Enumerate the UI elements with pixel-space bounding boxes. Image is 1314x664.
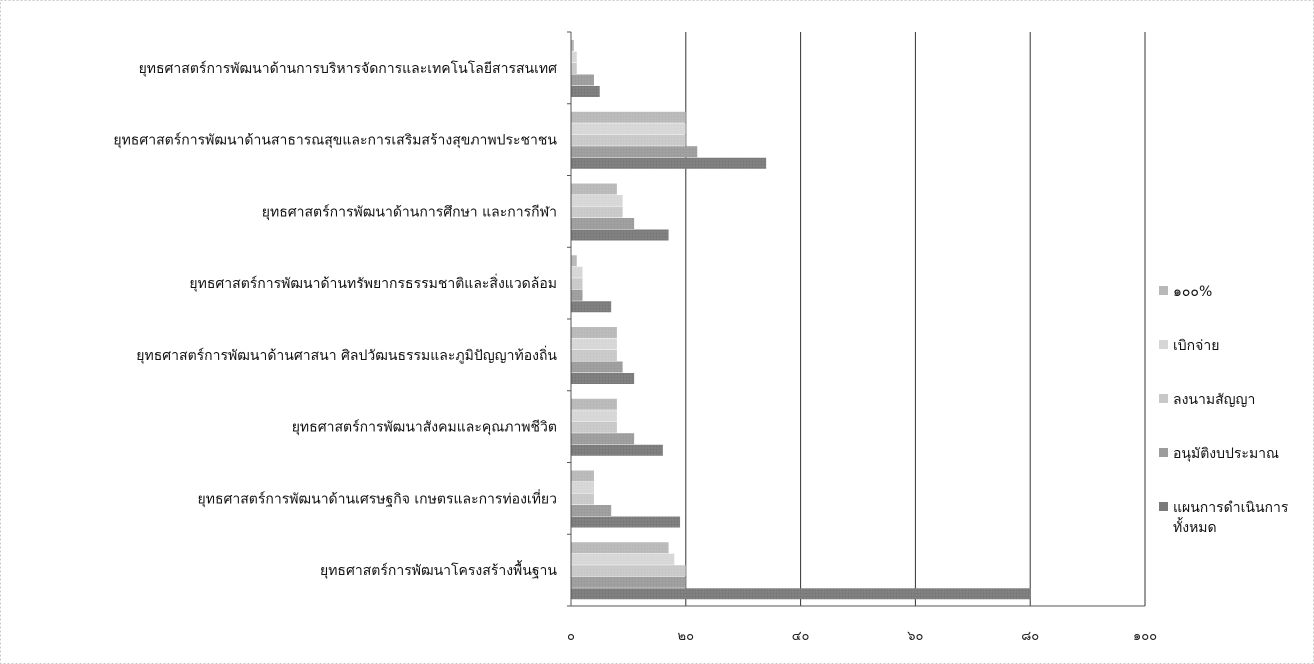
bar-texture <box>571 134 686 146</box>
legend-swatch <box>1159 340 1168 349</box>
category-label: ยุทธศาสตร์การพัฒนาสังคมและคุณภาพชีวิต <box>292 419 557 436</box>
bar-texture <box>571 576 686 588</box>
x-tick-label: ๖๐ <box>907 629 923 644</box>
bar-texture <box>571 361 623 373</box>
legend-label: เบิกจ่าย <box>1173 338 1219 354</box>
bar-texture <box>571 327 617 338</box>
bar-texture <box>571 74 594 86</box>
x-tick-label: ๘๐ <box>1021 629 1039 644</box>
x-tick-label: ๑๐๐ <box>1133 629 1157 644</box>
bar-texture <box>571 398 617 410</box>
x-axis-ticks: ๐ ๒๐ ๔๐ ๖๐ ๘๐ ๑๐๐ <box>567 629 1157 644</box>
bar-texture <box>571 183 617 195</box>
bar-texture <box>571 301 612 313</box>
x-tick-label: ๐ <box>567 629 575 644</box>
bar-texture <box>571 350 617 361</box>
bar-texture <box>571 289 583 301</box>
bar-texture <box>571 565 686 577</box>
category-labels: ยุทธศาสตร์การพัฒนาด้านการบริหารจัดการและ… <box>113 60 557 579</box>
bar-texture <box>571 206 623 218</box>
category-label: ยุทธศาสตร์การพัฒนาด้านศาสนา ศิลปวัฒนธรรม… <box>136 346 557 364</box>
bar-texture <box>571 493 594 505</box>
bar-texture <box>571 470 594 482</box>
legend-swatch <box>1159 502 1168 511</box>
bar-texture <box>571 40 574 51</box>
bar-texture <box>571 86 600 97</box>
bar-texture <box>571 278 583 290</box>
bar-texture <box>571 157 767 169</box>
bar-texture <box>571 553 675 565</box>
bar-texture <box>571 146 698 158</box>
category-label: ยุทธศาสตร์การพัฒนาด้านเศรษฐกิจ เกษตรและก… <box>198 489 557 507</box>
legend-label-line2: ทั้งหมด <box>1173 517 1217 536</box>
bar-texture <box>571 51 577 63</box>
bar-texture <box>571 255 577 267</box>
x-tick-label: ๔๐ <box>792 629 810 644</box>
legend-label: ๑๐๐% <box>1173 284 1212 300</box>
bar-texture <box>571 111 686 123</box>
bar-texture <box>571 229 669 241</box>
legend-swatch <box>1159 286 1168 295</box>
category-label: ยุทธศาสตร์การพัฒนาด้านทรัพยากรธรรมชาติแล… <box>189 274 557 292</box>
category-label: ยุทธศาสตร์การพัฒนาโครงสร้างพื้นฐาน <box>320 560 557 579</box>
bar-texture <box>571 195 623 206</box>
bar-texture <box>571 123 686 135</box>
legend-label: ลงนามสัญญา <box>1173 392 1255 408</box>
bar-texture <box>571 482 594 493</box>
legend-label: แผนการดำเนินการ <box>1173 500 1289 516</box>
x-tick-label: ๒๐ <box>678 629 695 644</box>
category-label: ยุทธศาสตร์การพัฒนาด้านสาธารณสุขและการเสร… <box>113 132 557 149</box>
legend-swatch <box>1159 448 1168 457</box>
gridlines <box>685 32 1146 606</box>
bar-texture <box>571 63 577 74</box>
bar-texture <box>571 505 612 516</box>
bar-texture <box>571 410 617 422</box>
bar-texture <box>571 433 635 445</box>
bar-texture <box>571 421 617 433</box>
category-label: ยุทธศาสตร์การพัฒนาด้านการบริหารจัดการและ… <box>139 60 558 77</box>
category-label: ยุทธศาสตร์การพัฒนาด้านการศึกษา และการกีฬ… <box>262 203 557 220</box>
bar-texture <box>571 516 681 528</box>
legend-swatch <box>1159 394 1168 403</box>
bar-texture <box>571 373 635 384</box>
bar-texture <box>571 338 617 350</box>
bar-texture <box>571 266 583 278</box>
bar-texture <box>571 218 635 229</box>
legend: ๑๐๐% เบิกจ่ายลงนามสัญญาอนุมัติงบประมาณแผน… <box>1159 284 1289 536</box>
bars <box>571 40 1031 600</box>
legend-label: อนุมัติงบประมาณ <box>1173 446 1279 462</box>
bar-texture <box>571 588 1031 600</box>
bar-texture <box>571 444 663 456</box>
axes <box>567 31 1145 607</box>
bar-texture <box>571 542 669 554</box>
